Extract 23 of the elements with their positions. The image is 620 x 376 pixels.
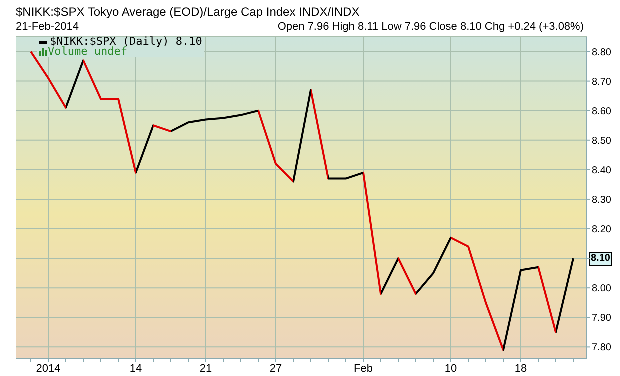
y-tick-label: 7.80 <box>592 342 612 354</box>
y-tick-label: 8.80 <box>592 47 612 58</box>
y-tick-label: 8.50 <box>592 136 612 147</box>
chart-subtitle: 21-Feb-2014 <box>16 21 79 33</box>
x-tick-label: 2014 <box>36 362 61 375</box>
x-tick-label: 21 <box>200 362 212 375</box>
x-tick-label: 18 <box>514 362 528 375</box>
x-tick-label: 10 <box>444 362 458 375</box>
x-tick-label: 27 <box>270 362 282 375</box>
y-tick-label: 8.30 <box>592 195 612 206</box>
x-tick-label: 14 <box>130 362 142 375</box>
annotation: 8.10 <box>589 252 612 266</box>
y-tick-label: 7.90 <box>592 313 612 324</box>
y-tick-label: 8.00 <box>592 284 612 295</box>
text: Open 7.96 High 8.11 Low 7.96 Close 8.10 Chg +0.24 (+3.08%) <box>278 21 584 33</box>
x-tick-label: Feb <box>354 362 373 375</box>
y-tick-label: 8.20 <box>592 224 612 236</box>
y-tick-label: 8.70 <box>592 76 612 88</box>
chart-title: $NIKK:$SPX Tokyo Average (EOD)/Large Cap Index INDX/INDX <box>16 5 360 19</box>
y-tick-label: 8.60 <box>592 106 612 118</box>
series-label: $NIKK:$SPX (Daily) 8.10 <box>50 35 202 48</box>
y-tick-label: 8.40 <box>592 165 612 176</box>
annotation: Volume undef <box>48 45 128 58</box>
